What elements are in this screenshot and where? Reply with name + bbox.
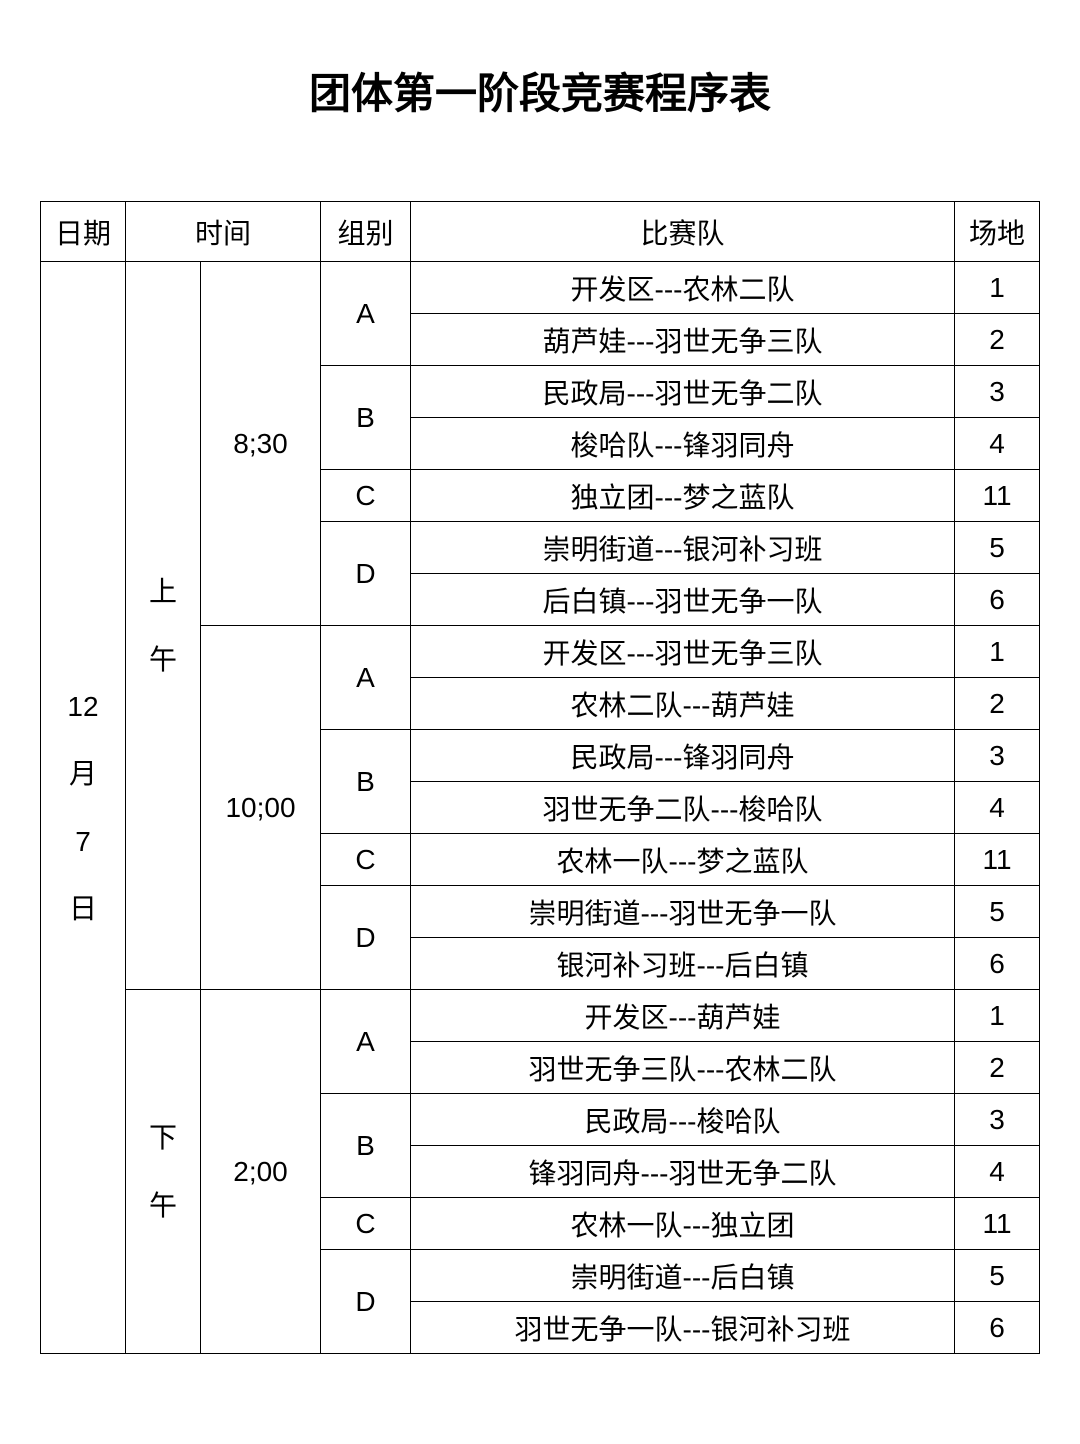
table-row: 下午2;00A开发区---葫芦娃1 [41, 990, 1040, 1042]
header-date: 日期 [41, 202, 126, 262]
match-cell: 开发区---羽世无争三队 [411, 626, 955, 678]
venue-cell: 1 [955, 990, 1040, 1042]
match-cell: 开发区---葫芦娃 [411, 990, 955, 1042]
table-row: 12月7日上午8;30A开发区---农林二队1 [41, 262, 1040, 314]
period-cell: 上午 [126, 262, 201, 990]
group-cell: D [321, 522, 411, 626]
group-cell: A [321, 626, 411, 730]
venue-cell: 6 [955, 938, 1040, 990]
venue-cell: 3 [955, 1094, 1040, 1146]
venue-cell: 4 [955, 782, 1040, 834]
match-cell: 梭哈队---锋羽同舟 [411, 418, 955, 470]
group-cell: C [321, 470, 411, 522]
venue-cell: 2 [955, 1042, 1040, 1094]
venue-cell: 2 [955, 314, 1040, 366]
venue-cell: 4 [955, 418, 1040, 470]
match-cell: 开发区---农林二队 [411, 262, 955, 314]
venue-cell: 5 [955, 1250, 1040, 1302]
venue-cell: 11 [955, 470, 1040, 522]
header-time: 时间 [126, 202, 321, 262]
table-header-row: 日期 时间 组别 比赛队 场地 [41, 202, 1040, 262]
match-cell: 羽世无争二队---梭哈队 [411, 782, 955, 834]
match-cell: 崇明街道---羽世无争一队 [411, 886, 955, 938]
venue-cell: 2 [955, 678, 1040, 730]
group-cell: A [321, 990, 411, 1094]
venue-cell: 1 [955, 262, 1040, 314]
venue-cell: 6 [955, 574, 1040, 626]
group-cell: D [321, 886, 411, 990]
match-cell: 葫芦娃---羽世无争三队 [411, 314, 955, 366]
venue-cell: 11 [955, 1198, 1040, 1250]
header-match: 比赛队 [411, 202, 955, 262]
match-cell: 农林一队---独立团 [411, 1198, 955, 1250]
time-cell: 10;00 [201, 626, 321, 990]
match-cell: 锋羽同舟---羽世无争二队 [411, 1146, 955, 1198]
match-cell: 羽世无争一队---银河补习班 [411, 1302, 955, 1354]
match-cell: 银河补习班---后白镇 [411, 938, 955, 990]
venue-cell: 3 [955, 366, 1040, 418]
group-cell: B [321, 730, 411, 834]
match-cell: 农林二队---葫芦娃 [411, 678, 955, 730]
match-cell: 羽世无争三队---农林二队 [411, 1042, 955, 1094]
group-cell: C [321, 1198, 411, 1250]
venue-cell: 11 [955, 834, 1040, 886]
period-cell: 下午 [126, 990, 201, 1354]
match-cell: 民政局---锋羽同舟 [411, 730, 955, 782]
time-cell: 2;00 [201, 990, 321, 1354]
match-cell: 民政局---羽世无争二队 [411, 366, 955, 418]
group-cell: C [321, 834, 411, 886]
match-cell: 崇明街道---银河补习班 [411, 522, 955, 574]
time-cell: 8;30 [201, 262, 321, 626]
venue-cell: 6 [955, 1302, 1040, 1354]
venue-cell: 5 [955, 886, 1040, 938]
match-cell: 崇明街道---后白镇 [411, 1250, 955, 1302]
venue-cell: 5 [955, 522, 1040, 574]
header-group: 组别 [321, 202, 411, 262]
venue-cell: 1 [955, 626, 1040, 678]
group-cell: B [321, 1094, 411, 1198]
schedule-table: 日期 时间 组别 比赛队 场地 12月7日上午8;30A开发区---农林二队1葫… [40, 201, 1040, 1354]
group-cell: D [321, 1250, 411, 1354]
page-title: 团体第一阶段竞赛程序表 [40, 60, 1040, 121]
match-cell: 民政局---梭哈队 [411, 1094, 955, 1146]
header-venue: 场地 [955, 202, 1040, 262]
date-cell: 12月7日 [41, 262, 126, 1354]
group-cell: B [321, 366, 411, 470]
match-cell: 后白镇---羽世无争一队 [411, 574, 955, 626]
venue-cell: 3 [955, 730, 1040, 782]
group-cell: A [321, 262, 411, 366]
venue-cell: 4 [955, 1146, 1040, 1198]
match-cell: 农林一队---梦之蓝队 [411, 834, 955, 886]
match-cell: 独立团---梦之蓝队 [411, 470, 955, 522]
